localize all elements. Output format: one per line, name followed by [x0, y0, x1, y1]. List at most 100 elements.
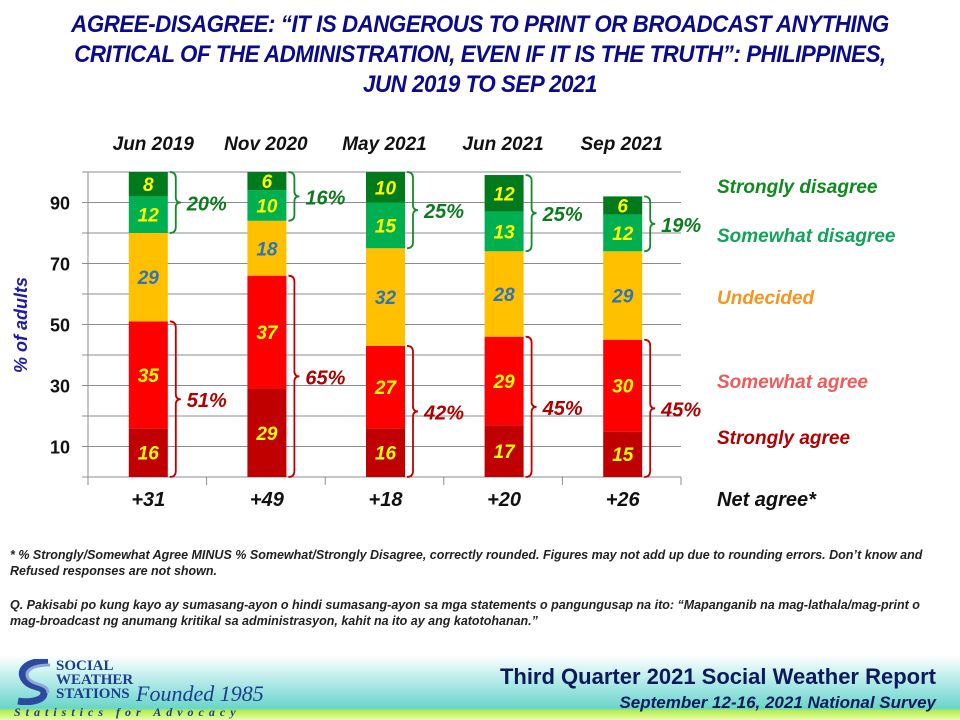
net-agree-value: +18 [369, 489, 404, 511]
bar-segment [366, 345, 405, 429]
bar-segment [603, 251, 643, 340]
logo-line-social: SOCIAL [56, 658, 114, 674]
data-label: 37 [256, 323, 279, 344]
bar-segment [247, 190, 287, 221]
net-agree-value: +26 [606, 489, 641, 511]
data-label: 15 [612, 445, 634, 466]
total-agree-label: 45% [542, 398, 583, 420]
total-disagree-label: 19% [661, 215, 701, 237]
bar-segment [366, 202, 405, 249]
legend-label: Somewhat disagree [717, 226, 896, 247]
sws-logo-icon [17, 659, 51, 705]
data-label: 35 [138, 366, 160, 387]
data-label: 29 [137, 268, 160, 289]
chart-title: AGREE-DISAGREE: “IT IS DANGEROUS TO PRIN… [71, 11, 889, 98]
y-tick-label: 50 [50, 316, 70, 336]
data-label: 8 [143, 175, 154, 196]
disagree-brace [525, 174, 537, 253]
bar-segment [128, 428, 168, 477]
data-label: 16 [138, 444, 160, 465]
data-label: 30 [612, 377, 634, 398]
legend-label: Strongly agree [717, 428, 850, 449]
total-disagree-label: 25% [423, 201, 464, 223]
data-label: 10 [256, 197, 278, 218]
total-disagree-label: 25% [542, 204, 583, 226]
sws-logo-text: SOCIAL WEATHER STATIONS [56, 658, 134, 702]
total-disagree-label: 20% [186, 194, 227, 216]
disagree-brace [169, 171, 181, 234]
bar-segment [484, 251, 524, 337]
total-agree-label: 51% [187, 390, 227, 412]
data-label: 13 [494, 222, 516, 243]
data-label: 16 [375, 444, 397, 465]
category-label: Jun 2019 [113, 134, 195, 155]
agree-brace [644, 338, 656, 478]
bar-segment [247, 388, 287, 477]
report-title: Third Quarter 2021 Social Weather Report [499, 664, 936, 689]
data-label: 10 [375, 178, 397, 199]
data-label: 12 [138, 206, 160, 227]
total-agree-label: 45% [660, 399, 701, 421]
bar-segment [366, 172, 405, 203]
bar-segment [247, 275, 287, 389]
legend-label: Somewhat agree [717, 372, 868, 393]
category-label: May 2021 [342, 134, 427, 155]
legend-label: Undecided [717, 288, 815, 309]
category-label: Jun 2021 [462, 134, 543, 155]
stacked-bar-chart: 10 30 50 70 90 % of adults Jun 2019 Nov 2020 May… [11, 134, 896, 511]
logo-line-weather: WEATHER [56, 672, 134, 688]
logo-line-stations: STATIONS [56, 686, 130, 702]
total-disagree-label: 16% [305, 187, 345, 209]
data-label: 32 [375, 288, 397, 309]
bar-segment [128, 196, 168, 233]
bar-segment [484, 425, 524, 477]
y-tick-label: 70 [50, 255, 70, 275]
bar-segment [484, 175, 524, 212]
bar-segment [128, 172, 168, 197]
question-text: Q. Pakisabi po kung kayo ay sumasang-ayo… [10, 598, 920, 628]
bar-segment [603, 431, 643, 477]
footer-banner: SOCIAL WEATHER STATIONS Founded 1985 Sta… [0, 655, 960, 720]
agree-brace [169, 320, 181, 478]
footnote: * % Strongly/Somewhat Agree MINUS % Some… [10, 548, 923, 578]
data-label: 15 [375, 216, 397, 237]
y-axis-label: % of adults [11, 277, 31, 373]
data-label: 29 [255, 424, 278, 445]
bar-segment [484, 211, 524, 252]
data-label: 28 [493, 285, 516, 306]
y-tick-label: 10 [50, 438, 70, 458]
founded-text: Founded 1985 [136, 681, 264, 706]
bar-segment [484, 336, 524, 426]
category-label: Nov 2020 [224, 134, 308, 155]
report-subtitle: September 12-16, 2021 National Survey [619, 693, 936, 712]
bar-segment [603, 214, 643, 252]
data-label: 6 [262, 172, 273, 193]
net-agree-value: +31 [131, 489, 165, 511]
bar-segment [128, 233, 168, 322]
tagline: Statistics for Advocacy [14, 705, 241, 719]
total-agree-label: 42% [423, 402, 464, 424]
category-label: Sep 2021 [580, 134, 662, 155]
bar-segment [366, 428, 405, 477]
data-label: 18 [256, 239, 278, 260]
net-agree-label: Net agree* [717, 489, 817, 511]
bar-segment [247, 220, 287, 276]
y-tick-label: 90 [50, 194, 70, 214]
data-label: 6 [617, 197, 628, 218]
net-agree-value: +20 [487, 489, 521, 511]
agree-brace [288, 274, 300, 478]
disagree-brace [644, 195, 656, 253]
legend-label: Strongly disagree [717, 177, 878, 198]
data-label: 27 [374, 378, 398, 399]
disagree-brace [288, 171, 300, 222]
y-tick-label: 30 [50, 377, 70, 397]
disagree-brace [406, 171, 419, 250]
bar-segment [247, 172, 287, 191]
bar-segment [603, 196, 643, 215]
bar-segment [603, 339, 643, 432]
data-label: 12 [612, 224, 634, 245]
data-label: 12 [494, 184, 516, 205]
net-agree-value: +49 [250, 489, 285, 511]
data-label: 17 [494, 442, 517, 463]
total-agree-label: 65% [305, 367, 345, 389]
